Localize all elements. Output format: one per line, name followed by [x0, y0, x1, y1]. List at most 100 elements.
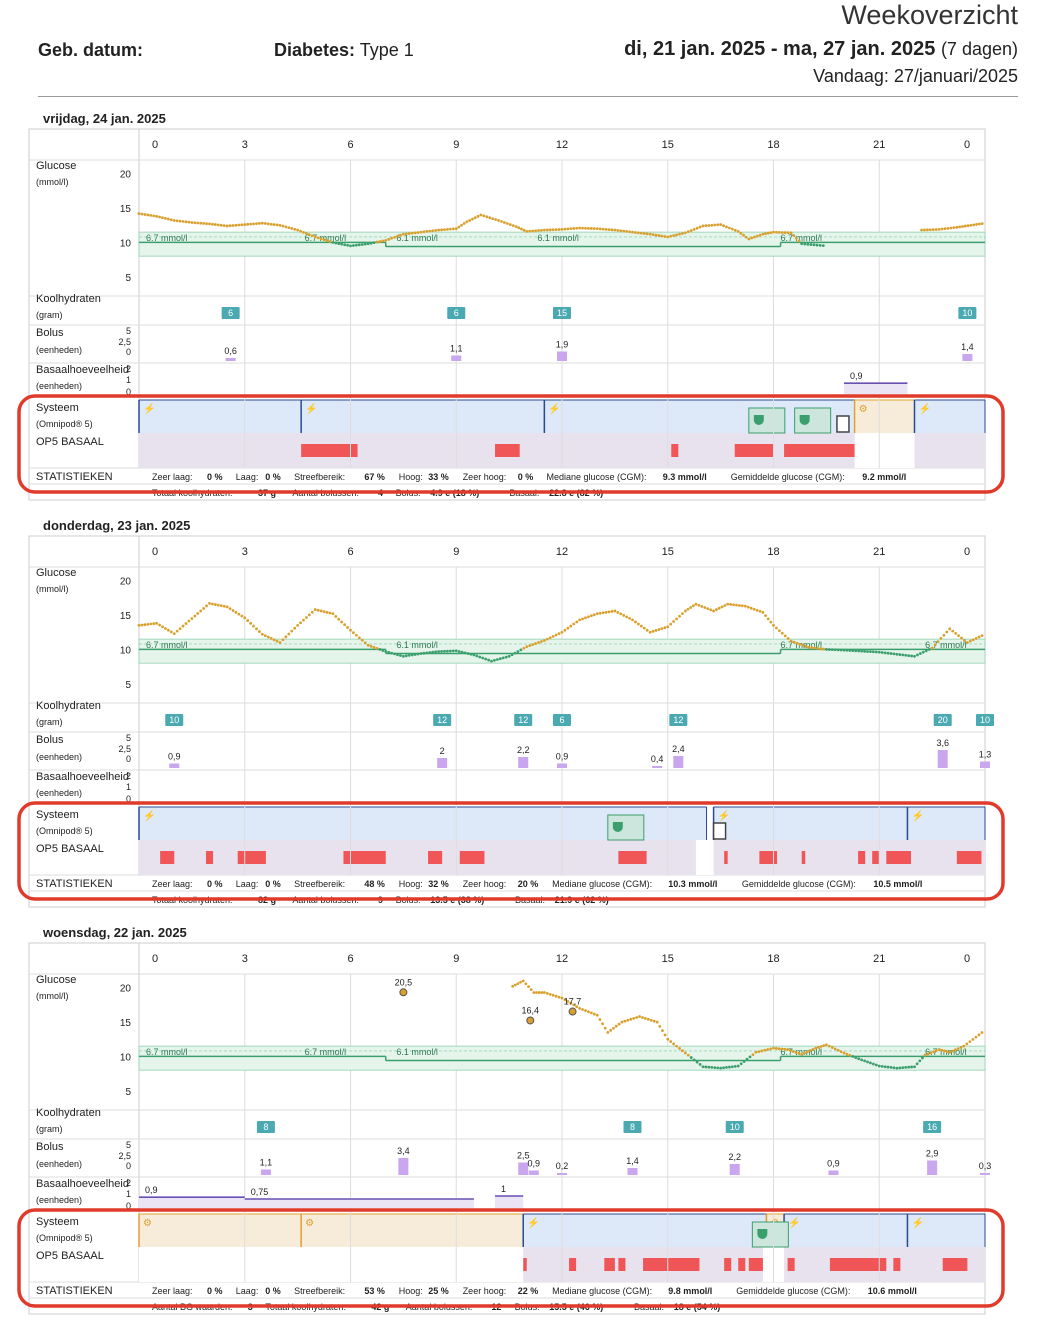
glucose-point: [293, 626, 297, 630]
glucose-point: [857, 1057, 861, 1061]
glucose-point: [413, 231, 417, 235]
stat-value: 53 %: [364, 1286, 385, 1296]
bolus-value-label: 1,9: [556, 340, 569, 350]
glucose-point: [817, 1045, 820, 1049]
glucose-point: [751, 1053, 755, 1056]
glucose-point: [736, 230, 740, 233]
glucose-point: [701, 224, 705, 228]
target-label: 6.7 mmol/l: [781, 640, 823, 650]
bolus-y-tick: 2,5: [118, 337, 131, 347]
automated-mode-bolt-icon: ⚡: [911, 809, 923, 822]
glucose-point: [691, 604, 695, 608]
glucose-point: [465, 220, 469, 224]
glucose-point: [482, 214, 486, 218]
panel-frame: [28, 942, 986, 1315]
glucose-point: [660, 234, 664, 238]
glucose-point: [666, 235, 670, 239]
glucose-point: [196, 612, 200, 615]
glucose-point: [763, 1048, 767, 1052]
glucose-point: [675, 1044, 678, 1048]
glucose-point: [723, 604, 727, 607]
glucose-point: [683, 609, 687, 613]
glucose-point: [184, 220, 188, 224]
carbs-label: Koolhydraten: [36, 700, 101, 712]
glucose-point: [307, 233, 311, 237]
glucose-point: [842, 648, 846, 652]
glucose-point: [822, 647, 825, 651]
glucose-point: [663, 1033, 667, 1037]
glucose-point: [626, 1018, 630, 1022]
system-label: Systeem: [36, 1216, 79, 1228]
basal-y-tick: 1: [126, 782, 131, 792]
glucose-point: [710, 223, 714, 227]
glucose-point: [722, 224, 725, 228]
hour-tick-label: 12: [556, 953, 568, 965]
glucose-point: [425, 651, 429, 655]
glucose-point: [451, 227, 455, 231]
automated-mode-bolt-icon: ⚡: [143, 809, 155, 822]
hour-tick-label: 21: [873, 953, 885, 965]
glucose-label: Glucose: [36, 160, 76, 172]
glucose-point: [709, 608, 713, 612]
glucose-point: [930, 646, 934, 650]
glucose-point: [375, 240, 379, 244]
day-panel-1: vrijdag, 24 jan. 2025 ⚡ ⚡ ⚡ ⚙ ⚡ 0 3 6 9 12 15 18 21 0 G…: [0, 108, 1050, 513]
glucose-point: [240, 614, 244, 618]
glucose-point: [181, 220, 185, 223]
bolus-bar: [937, 750, 948, 768]
glucose-point: [525, 230, 529, 233]
glucose-point: [729, 603, 733, 606]
glucose-point: [742, 233, 745, 237]
pod-change-icon: [836, 415, 850, 433]
bolus-label: Bolus: [36, 327, 64, 339]
glucose-y-tick: 10: [120, 645, 132, 656]
target-label: 6.1 mmol/l: [396, 640, 438, 650]
glucose-point: [880, 1064, 884, 1068]
glucose-point: [810, 646, 814, 650]
glucose-point: [797, 239, 801, 243]
bolus-value-label: 0,2: [556, 1161, 569, 1171]
glucose-point: [484, 657, 488, 661]
glucose-point: [143, 623, 147, 627]
glucose-point: [269, 637, 273, 640]
glucose-point: [219, 223, 223, 227]
glucose-point: [722, 1066, 725, 1070]
glucose-point: [694, 602, 698, 606]
bolus-bar: [437, 758, 448, 768]
glucose-point: [384, 650, 388, 653]
glucose-point: [510, 653, 514, 657]
glucose-point: [457, 650, 461, 653]
glucose-point: [252, 624, 255, 628]
bolus-value-label: 3,6: [936, 738, 949, 748]
glucose-point: [211, 222, 214, 226]
glucose-point: [910, 654, 913, 658]
glucose-point: [772, 1046, 775, 1050]
stat-value: 10.6 mmol/l: [868, 1286, 917, 1296]
system-mode-block: [784, 1214, 908, 1247]
target-label: 6.7 mmol/l: [146, 640, 188, 650]
glucose-point: [440, 228, 443, 232]
bolus-y-tick: 0: [126, 1161, 131, 1171]
glucose-point: [363, 641, 367, 645]
glucose-point: [830, 648, 834, 652]
glucose-point: [569, 227, 573, 231]
glucose-point: [211, 602, 214, 606]
glucose-point: [287, 632, 291, 636]
glucose-point: [155, 621, 159, 625]
glucose-point: [678, 1047, 681, 1050]
glucose-point: [491, 217, 495, 221]
op5-basal-bar: [829, 1258, 887, 1271]
glucose-point: [871, 650, 875, 654]
glucose-point: [516, 982, 520, 986]
glucose-point: [319, 237, 323, 241]
glucose-point: [678, 614, 681, 618]
day-title: vrijdag, 24 jan. 2025: [43, 111, 166, 126]
glucose-point: [143, 213, 147, 216]
glucose-point: [161, 216, 164, 220]
glucose-point: [234, 223, 238, 227]
hour-tick-label: 6: [347, 546, 353, 558]
stat-label: Streefbereik:: [294, 472, 345, 482]
glucose-point: [736, 1064, 740, 1068]
op5-basal-bar: [301, 444, 358, 457]
glucose-point: [772, 623, 775, 627]
